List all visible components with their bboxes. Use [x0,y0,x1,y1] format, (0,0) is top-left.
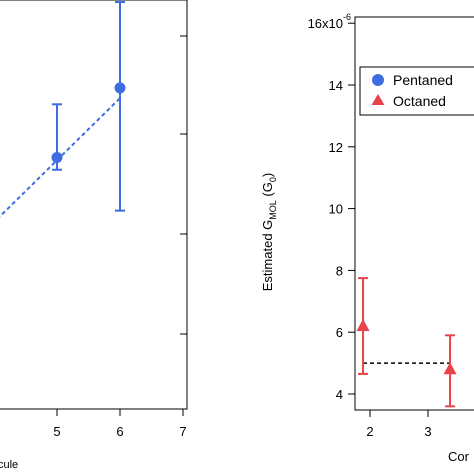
right-y-tick-label: 14 [329,78,343,93]
left-trend-line [0,97,121,218]
left-x-axis-label-fragment: cule [0,459,18,471]
right-y-axis-ticks: 4 6 8 10 12 14 16x10 -6 [308,12,355,402]
right-data-point [356,319,370,332]
right-y-tick-label: 6 [336,325,343,340]
left-right-axis-ticks [180,35,187,335]
left-data-marks [0,1,126,218]
right-x-tick-label: 2 [366,424,373,439]
legend-label-octaned: Octaned [393,93,446,109]
left-data-point [114,82,126,94]
right-y-tick-label: 4 [336,387,343,402]
left-data-point [51,151,63,163]
right-x-tick-label: 3 [424,424,431,439]
left-x-axis-ticks: 5 6 7 [53,409,187,439]
right-y-tick-label: 8 [336,263,343,278]
right-y-tick-exponent: -6 [343,12,351,22]
right-data-marks [356,277,457,408]
legend-label-pentaned: Pentaned [393,72,453,88]
right-plot-frame [354,16,474,411]
legend-marker-pentaned [372,74,384,86]
right-y-axis-title: Estimated GMOL (G0) [260,173,278,291]
left-chart-panel: 5 6 7 cule [0,0,188,471]
right-y-tick-label: 10 [329,202,343,217]
right-data-point [443,362,457,375]
left-plot-frame [0,0,188,410]
legend: Pentaned Octaned [359,66,474,116]
left-x-tick-label: 6 [116,424,123,439]
right-x-axis-label-fragment: Cor [448,449,470,464]
left-x-tick-label: 7 [179,424,186,439]
right-y-tick-label: 12 [329,140,343,155]
right-y-tick-label: 16x10 [308,16,343,31]
left-x-tick-label: 5 [53,424,60,439]
legend-marker-octaned [371,94,385,105]
